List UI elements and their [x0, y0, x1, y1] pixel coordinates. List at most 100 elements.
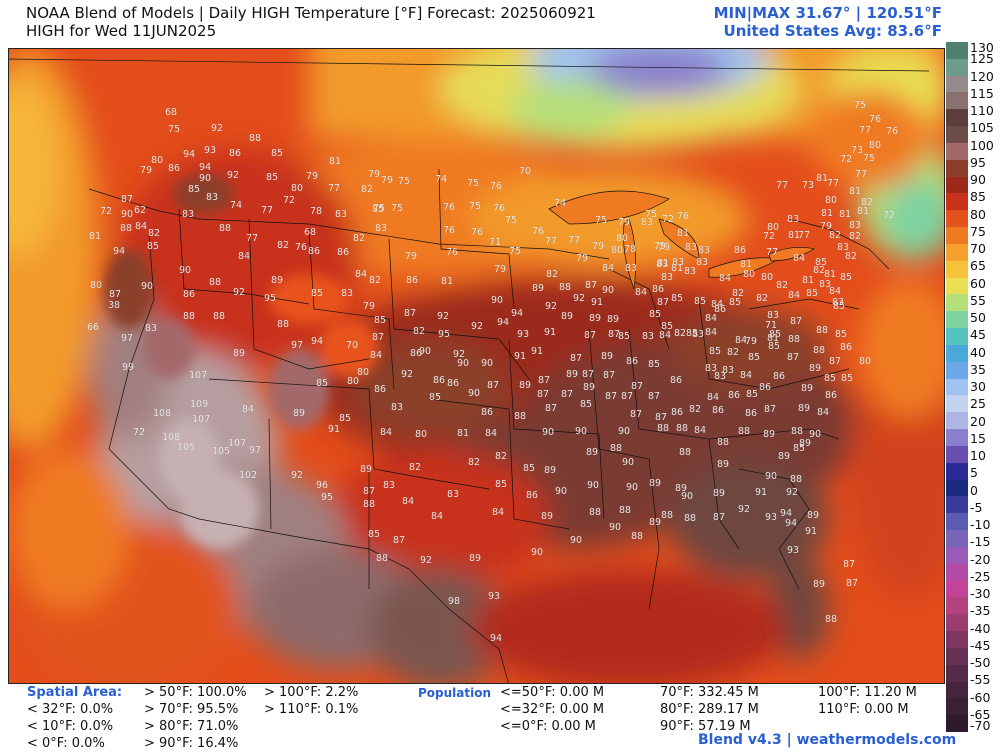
temperature-value-label: 92: [545, 301, 557, 312]
temperature-value-label: 62: [134, 205, 146, 216]
temperature-value-label: 83: [335, 209, 347, 220]
temperature-value-label: 88: [631, 531, 643, 542]
map-subtitle: HIGH for Wed 11JUN2025: [26, 22, 217, 40]
temperature-value-label: 85: [266, 172, 278, 183]
temperature-value-label: 83: [696, 257, 708, 268]
scale-swatch: [946, 92, 968, 110]
temperature-value-label: 76: [471, 227, 483, 238]
temperature-value-label: 90: [121, 209, 133, 220]
temperature-value-label: 83: [641, 217, 653, 228]
spatial-area-col2: > 50°F: 100.0% > 70°F: 95.5% > 80°F: 71.…: [144, 684, 247, 752]
temperature-value-label: 83: [642, 331, 654, 342]
temperature-value-label: 84: [707, 392, 719, 403]
temperature-value-label: 94: [490, 633, 502, 644]
scale-label: -60: [970, 689, 991, 705]
temperature-value-label: 91: [805, 526, 817, 537]
temperature-value-label: 85: [835, 329, 847, 340]
temperature-value-label: 82: [495, 451, 507, 462]
temperature-value-label: 85: [661, 321, 673, 332]
temperature-value-label: 88: [816, 325, 828, 336]
scale-swatch: [946, 344, 968, 363]
temperature-value-label: 81: [329, 156, 341, 167]
temperature-value-label: 89: [589, 313, 601, 324]
temperature-value-label: 77: [859, 125, 871, 136]
temperature-value-label: 85: [271, 148, 283, 159]
temperature-value-label: 82: [845, 251, 857, 262]
temperature-value-label: 75: [469, 201, 481, 212]
temperature-value-label: 92: [786, 487, 798, 498]
temperature-value-label: 89: [233, 348, 245, 359]
scale-swatch: [946, 193, 968, 211]
temperature-value-label: 92: [437, 311, 449, 322]
population-heading: Population: [418, 686, 492, 700]
temperature-value-label: 85: [649, 309, 661, 320]
scale-label: 100: [970, 137, 994, 153]
temperature-value-label: 82: [409, 462, 421, 473]
temperature-value-label: 99: [122, 362, 134, 373]
temperature-value-label: 86: [410, 348, 422, 359]
temperature-value-label: 87: [631, 381, 643, 392]
temperature-value-label: 79: [592, 241, 604, 252]
temperature-value-label: 79: [368, 169, 380, 180]
temperature-value-label: 87: [790, 316, 802, 327]
temperature-value-label: 88: [791, 426, 803, 437]
temperature-value-label: 82: [468, 457, 480, 468]
temperature-value-label: 80: [90, 280, 102, 291]
stat-item: > 80°F: 71.0%: [144, 719, 239, 734]
temperature-value-label: 86: [670, 375, 682, 386]
stat-item: 110°F: 0.00 M: [818, 702, 909, 717]
scale-label: 20: [970, 413, 986, 429]
scale-label: 120: [970, 68, 994, 84]
temperature-value-label: 87: [487, 380, 499, 391]
temperature-value-label: 76: [443, 225, 455, 236]
temperature-value-label: 85: [729, 297, 741, 308]
temperature-value-label: 88: [679, 447, 691, 458]
temperature-value-label: 85: [429, 392, 441, 403]
temperature-value-label: 80: [151, 155, 163, 166]
temperature-value-label: 90: [491, 295, 503, 306]
stat-item: 90°F: 57.19 M: [660, 719, 751, 734]
temperature-value-label: 94: [113, 246, 125, 257]
scale-swatch: [946, 445, 968, 464]
temperature-value-label: 85: [648, 359, 660, 370]
temperature-value-label: 92: [401, 369, 413, 380]
temperature-value-label: 92: [420, 555, 432, 566]
temperature-value-label: 84: [370, 350, 382, 361]
temperature-value-label: 89: [583, 382, 595, 393]
temperature-value-label: 80: [859, 356, 871, 367]
temperature-value-label: 88: [813, 345, 825, 356]
temperature-value-label: 83: [661, 272, 673, 283]
temperature-value-label: 87: [657, 297, 669, 308]
temperature-value-label: 90: [765, 471, 777, 482]
stat-item: 70°F: 332.45 M: [660, 685, 759, 700]
temperature-value-label: 90: [542, 427, 554, 438]
scale-label: 45: [970, 327, 986, 343]
temperature-value-label: 71: [765, 320, 777, 331]
temperature-value-label: 78: [624, 244, 636, 255]
temperature-value-label: 77: [776, 180, 788, 191]
spatial-area-heading: Spatial Area:: [27, 685, 123, 700]
temperature-value-label: 92: [453, 349, 465, 360]
temperature-value-label: 85: [316, 378, 328, 389]
temperature-value-label: 76: [869, 114, 881, 125]
temperature-value-label: 79: [363, 301, 375, 312]
temperature-value-label: 75: [373, 203, 385, 214]
temperature-value-label: 89: [807, 510, 819, 521]
temperature-value-label: 85: [833, 301, 845, 312]
temperature-value-label: 87: [605, 391, 617, 402]
temperature-value-label: 83: [685, 242, 697, 253]
temperature-value-label: 87: [608, 329, 620, 340]
temperature-value-label: 90: [602, 285, 614, 296]
scale-swatch: [946, 546, 968, 565]
temperature-value-label: 89: [675, 483, 687, 494]
temperature-value-label: 105: [212, 446, 230, 457]
temperature-value-label: 70: [346, 340, 358, 351]
temperature-value-label: 76: [886, 126, 898, 137]
scale-label: 95: [970, 154, 986, 170]
temperature-value-label: 102: [239, 470, 257, 481]
temperature-value-label: 90: [419, 346, 431, 357]
scale-swatch: [946, 664, 968, 682]
temperature-value-label: 85: [523, 463, 535, 474]
scale-swatch: [946, 176, 968, 194]
temperature-value-label: 89: [713, 488, 725, 499]
